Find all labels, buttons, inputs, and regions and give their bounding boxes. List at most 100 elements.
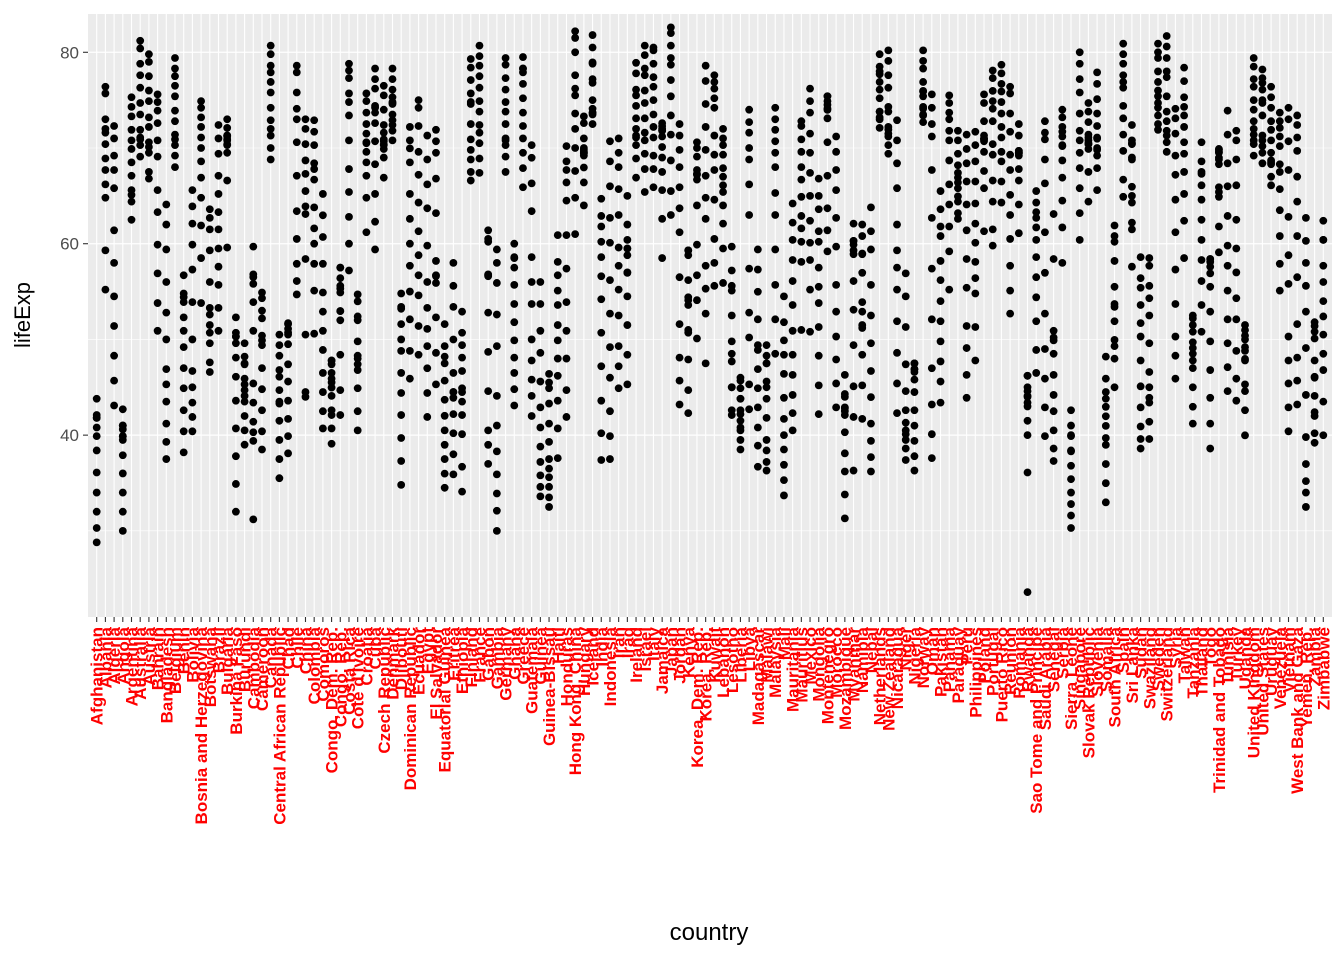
data-point [318,259,327,268]
data-point [875,124,884,132]
data-point [249,326,258,335]
data-point [223,243,232,252]
data-point [475,139,484,148]
data-point [666,211,675,219]
data-point [405,315,414,324]
data-point [362,129,371,138]
x-tick-label: France [470,627,489,683]
data-point [736,410,745,418]
data-point [840,514,849,523]
data-point [301,202,310,211]
data-point [536,278,545,286]
data-point [458,328,466,337]
data-point [292,115,301,124]
data-point [466,89,475,98]
data-point [1215,153,1223,162]
x-tick-label: Burundi [236,627,255,692]
data-point [988,197,997,206]
data-point [536,442,545,451]
data-point [1232,315,1241,324]
data-point [362,171,371,180]
data-point [553,354,562,363]
data-point [1128,136,1136,145]
data-point [1188,311,1197,320]
data-point [658,168,667,176]
data-point [1284,356,1293,365]
data-point [632,58,640,67]
x-tick-label: Bahrain [149,627,168,690]
data-point [432,257,440,265]
data-point [405,136,414,145]
data-point [849,466,858,475]
data-point [858,232,867,240]
data-point [1119,71,1128,80]
data-point [553,336,562,345]
x-tick-label: Norway [914,626,933,688]
data-point [362,97,371,105]
data-point [397,481,406,489]
data-point [475,154,484,163]
data-point [701,284,710,293]
data-point [1284,379,1293,388]
data-point [1267,172,1275,181]
data-point [145,123,153,131]
data-point [753,287,762,296]
data-point [1258,74,1267,83]
data-point [179,406,188,415]
data-point [658,214,667,223]
data-point [701,171,710,180]
data-point [1145,417,1154,426]
data-point [1119,114,1128,123]
data-point [136,83,145,92]
data-point [649,82,658,91]
data-point [771,163,780,172]
x-tick-label: Kuwait [705,627,724,683]
data-point [1006,166,1015,174]
data-point [205,339,214,348]
data-point [614,134,623,143]
data-point [867,367,875,375]
data-point [858,220,867,229]
data-point [693,271,701,280]
data-point [797,224,806,233]
data-point [432,272,440,281]
data-point [1223,241,1232,250]
data-point [414,291,423,300]
data-point [388,75,397,83]
x-tick-label: Ethiopia [453,626,472,694]
data-point [432,137,440,146]
data-point [1293,121,1302,129]
data-point [597,396,606,405]
data-point [666,92,675,101]
data-point [606,407,614,416]
data-point [1319,349,1328,358]
data-point [954,161,962,170]
data-point [649,183,658,192]
data-point [701,261,710,270]
data-point [606,157,614,166]
x-tick-label: Togo [1201,627,1220,667]
data-point [1154,92,1162,101]
data-point [762,458,771,466]
data-point [1145,393,1154,402]
x-tick-label: Hong Kong, China [566,626,585,775]
data-point [118,469,127,478]
data-point [1006,109,1015,118]
data-point [197,157,205,166]
data-point [1162,67,1171,76]
data-point [336,274,345,283]
data-point [214,208,223,217]
data-point [1284,213,1293,221]
data-point [1110,221,1119,230]
data-point [414,170,423,179]
data-point [884,71,893,80]
data-point [379,128,388,137]
data-point [145,113,153,122]
data-point [945,136,954,145]
data-point [127,93,136,102]
x-tick-label: Central African Republic [270,627,289,825]
data-point [110,226,118,235]
data-point [727,311,736,320]
data-point [275,351,284,360]
data-point [867,245,875,254]
